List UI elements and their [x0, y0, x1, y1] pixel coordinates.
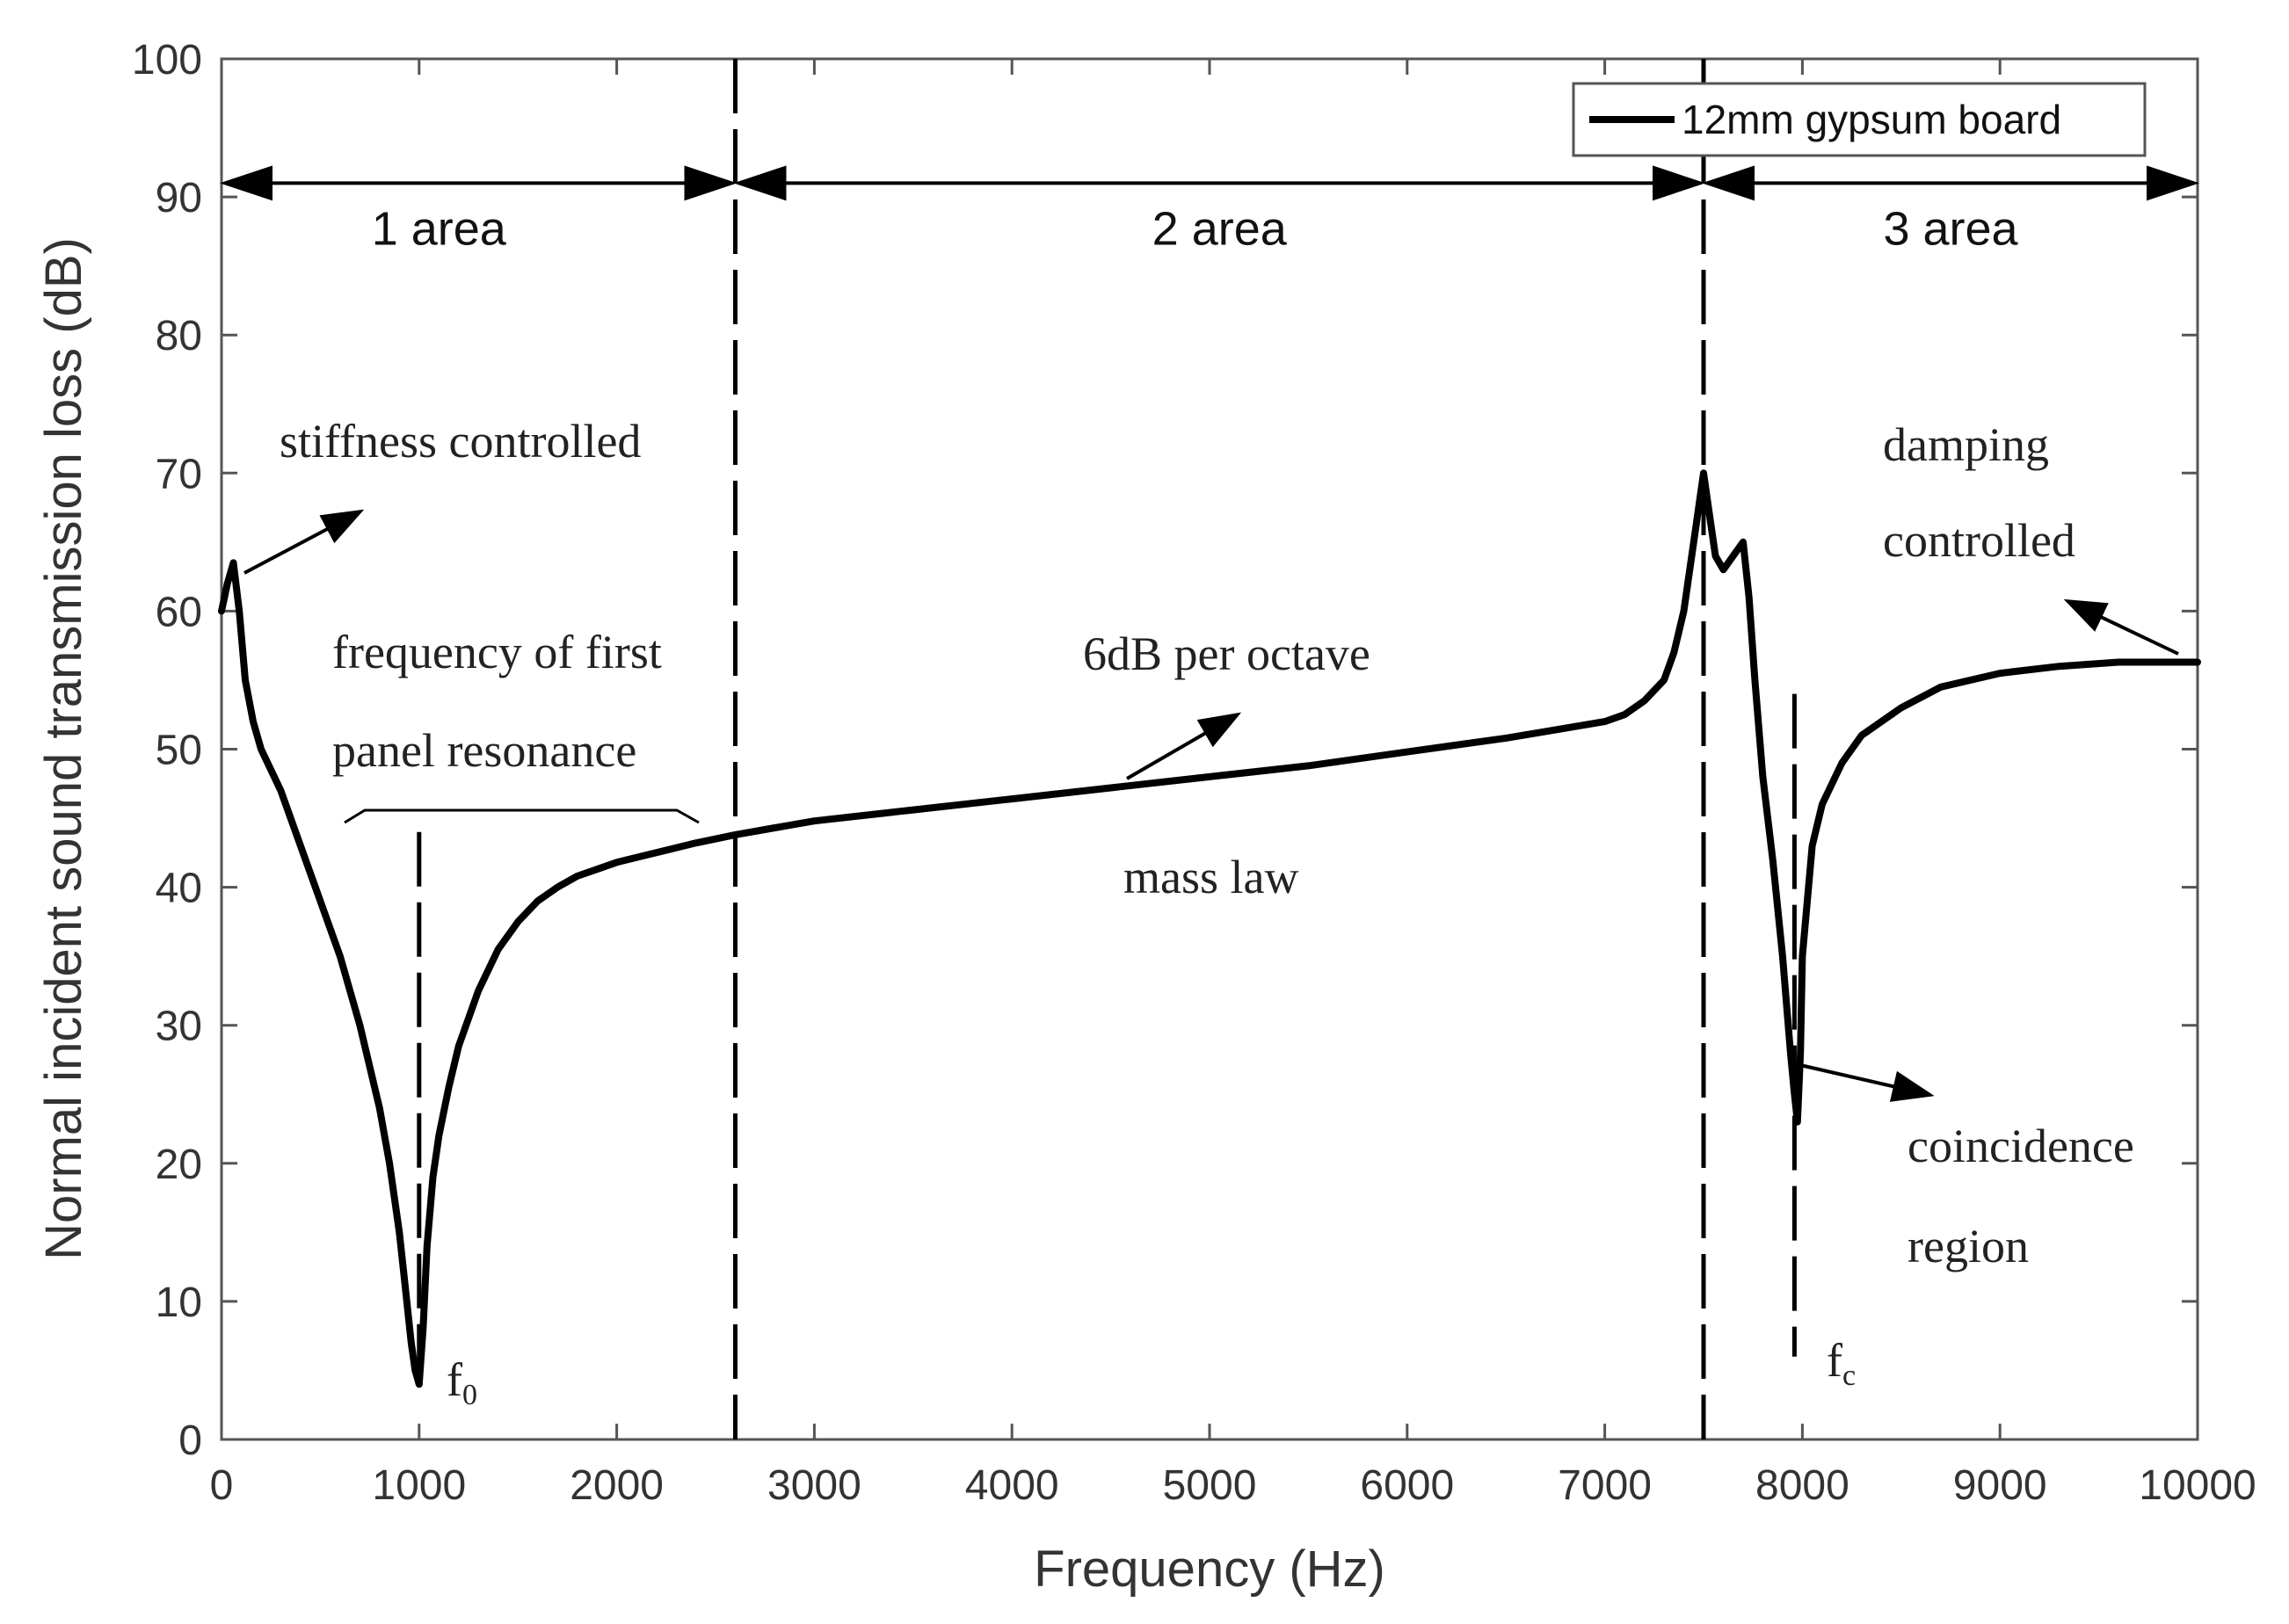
annotation-6db-per-octave: 6dB per octave	[1083, 627, 1370, 680]
annotation-damping-line1: damping	[1883, 418, 2049, 471]
y-tick-label: 70	[156, 451, 202, 497]
y-tick-label: 40	[156, 866, 202, 912]
series-line-12mm-gypsum-board	[218, 469, 2201, 1388]
y-tick-label: 0	[178, 1417, 202, 1464]
y-tick-label: 90	[156, 175, 202, 221]
legend-entry-label: 12mm gypsum board	[1682, 97, 2061, 142]
y-tick-label: 60	[156, 589, 202, 635]
y-tick-label: 50	[156, 728, 202, 774]
annotation-coincidence-line2: region	[1908, 1220, 2029, 1272]
frequency-markers	[417, 693, 1797, 1385]
x-tick-label: 9000	[1953, 1462, 2047, 1509]
area-arrows: 1 area 2 area 3 area	[220, 165, 2199, 255]
resonance-bracket	[344, 808, 700, 824]
y-tick-label: 10	[156, 1280, 202, 1326]
annotation-coincidence-line1: coincidence	[1908, 1120, 2134, 1172]
axis-tick-labels: 0 1000 2000 3000 4000 5000 6000 7000 8000 9000 100…	[132, 37, 2256, 1509]
arrow-damping	[2063, 598, 2179, 656]
arrow-stiffness	[243, 509, 365, 575]
annotation-first-resonance-line1: frequency of first	[332, 626, 662, 678]
axis-ticks	[220, 57, 2199, 1441]
area-label: 3 area	[1883, 202, 2018, 255]
annotation-mass-law: mass law	[1123, 851, 1298, 903]
x-tick-label: 0	[210, 1462, 234, 1509]
x-tick-label: 5000	[1163, 1462, 1257, 1509]
y-axis-label: Normal incident sound transmission loss …	[35, 237, 92, 1260]
x-tick-label: 1000	[372, 1462, 466, 1509]
x-axis-label: Frequency (Hz)	[1034, 1541, 1385, 1598]
y-tick-label: 80	[156, 313, 202, 359]
annotation-stiffness-controlled: stiffness controlled	[280, 415, 641, 468]
x-tick-label: 7000	[1558, 1462, 1652, 1509]
x-tick-label: 10000	[2139, 1462, 2256, 1509]
annotation-damping-line2: controlled	[1883, 514, 2075, 567]
annotation-f0: f0	[447, 1353, 477, 1411]
x-tick-label: 6000	[1360, 1462, 1454, 1509]
area-label: 2 area	[1152, 202, 1288, 255]
area-label: 1 area	[372, 202, 507, 255]
region-dividers	[732, 59, 1706, 1439]
annotation-fc: fc	[1827, 1334, 1856, 1392]
arrow-coincidence	[1799, 1063, 1935, 1102]
legend: 12mm gypsum board	[1572, 82, 2147, 157]
y-tick-label: 100	[132, 37, 202, 83]
x-tick-label: 4000	[965, 1462, 1059, 1509]
y-tick-label: 30	[156, 1004, 202, 1050]
y-tick-label: 20	[156, 1142, 202, 1188]
arrow-6db-per-octave	[1125, 712, 1242, 780]
x-tick-label: 8000	[1755, 1462, 1849, 1509]
annotation-first-resonance-line2: panel resonance	[332, 724, 636, 777]
x-tick-label: 2000	[570, 1462, 664, 1509]
x-tick-label: 3000	[767, 1462, 861, 1509]
